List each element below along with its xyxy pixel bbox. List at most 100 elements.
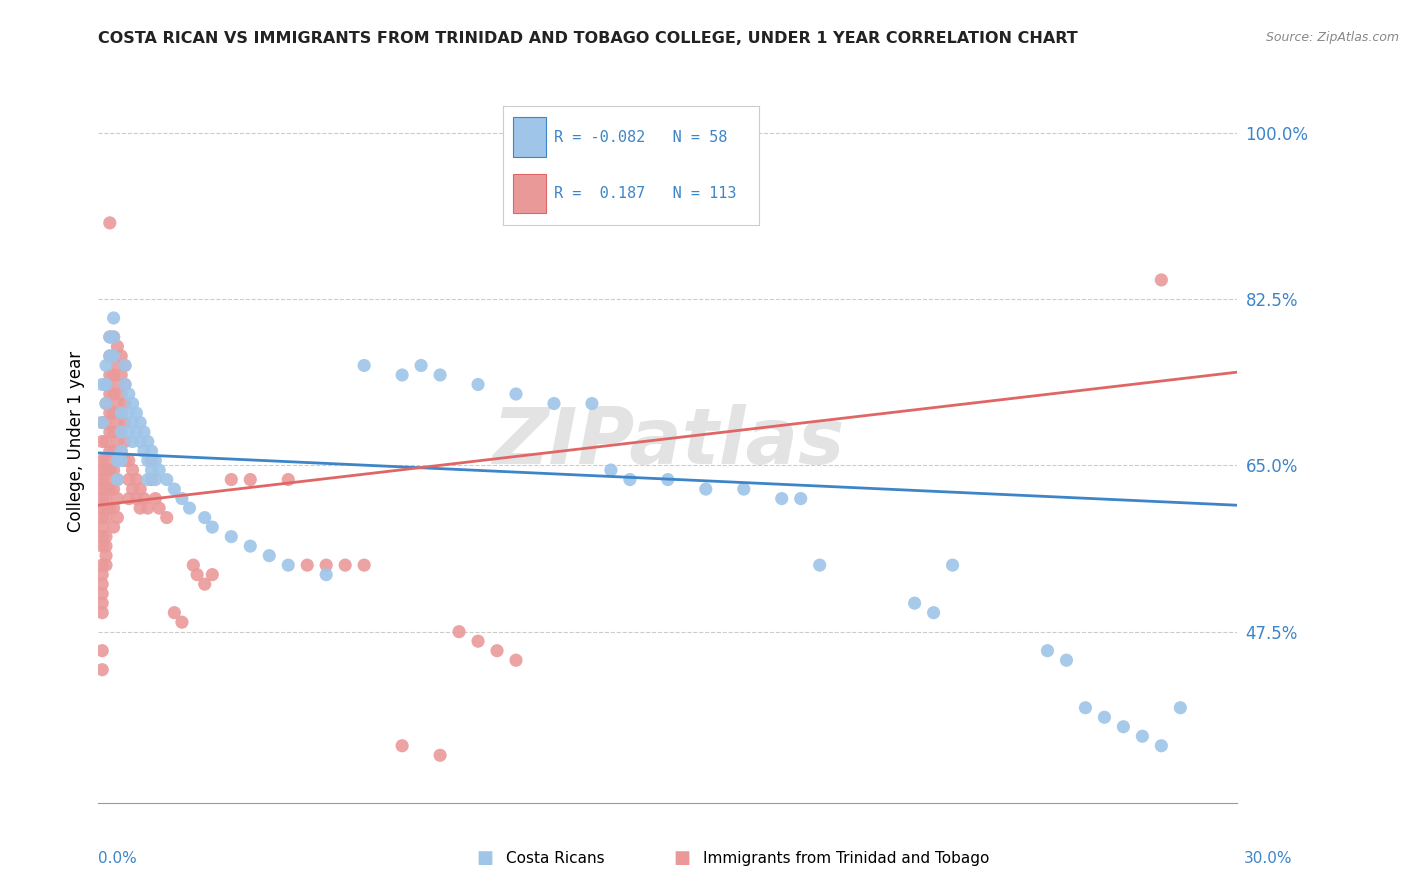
Point — [91, 606, 114, 620]
Point — [132, 444, 155, 458]
Point — [179, 501, 201, 516]
Text: ZIPatlas: ZIPatlas — [492, 403, 844, 480]
Point — [221, 473, 243, 487]
Point — [121, 396, 143, 410]
Point — [156, 510, 179, 524]
Point — [114, 453, 136, 467]
Point — [259, 549, 281, 563]
Text: Immigrants from Trinidad and Tobago: Immigrants from Trinidad and Tobago — [703, 851, 990, 865]
Text: Source: ZipAtlas.com: Source: ZipAtlas.com — [1265, 31, 1399, 45]
Point — [103, 330, 125, 344]
Point — [94, 530, 117, 544]
Text: Costa Ricans: Costa Ricans — [506, 851, 605, 865]
Point — [98, 501, 121, 516]
Point — [91, 453, 114, 467]
Point — [904, 596, 927, 610]
Point — [239, 539, 262, 553]
Point — [91, 530, 114, 544]
Point — [141, 453, 163, 467]
Point — [467, 377, 489, 392]
Point — [91, 567, 114, 582]
Point — [94, 377, 117, 392]
Text: COSTA RICAN VS IMMIGRANTS FROM TRINIDAD AND TOBAGO COLLEGE, UNDER 1 YEAR CORRELA: COSTA RICAN VS IMMIGRANTS FROM TRINIDAD … — [98, 31, 1078, 46]
Point — [94, 549, 117, 563]
Point — [170, 615, 193, 630]
Point — [429, 748, 451, 763]
Text: 0.0%: 0.0% — [98, 851, 138, 865]
Point — [94, 539, 117, 553]
Point — [132, 425, 155, 439]
Point — [107, 377, 129, 392]
Point — [103, 349, 125, 363]
Point — [107, 473, 129, 487]
Point — [98, 463, 121, 477]
Point — [201, 567, 224, 582]
Point — [91, 482, 114, 496]
Point — [91, 501, 114, 516]
Point — [1112, 720, 1135, 734]
Point — [103, 310, 125, 325]
Point — [121, 482, 143, 496]
Point — [201, 520, 224, 534]
Point — [505, 653, 527, 667]
Point — [107, 359, 129, 373]
Point — [114, 359, 136, 373]
Point — [114, 434, 136, 449]
Point — [94, 510, 117, 524]
Point — [94, 434, 117, 449]
Point — [103, 425, 125, 439]
Point — [118, 425, 141, 439]
Point — [1036, 643, 1059, 657]
Point — [163, 482, 186, 496]
Point — [353, 558, 375, 573]
Point — [94, 501, 117, 516]
Point — [335, 558, 357, 573]
Point — [94, 453, 117, 467]
Point — [657, 473, 679, 487]
Point — [145, 491, 167, 506]
Point — [94, 377, 117, 392]
Point — [141, 473, 163, 487]
Point — [98, 406, 121, 420]
Point — [186, 567, 208, 582]
Point — [505, 387, 527, 401]
Point — [107, 510, 129, 524]
Point — [194, 510, 217, 524]
Point — [125, 425, 148, 439]
Point — [297, 558, 319, 573]
Point — [107, 434, 129, 449]
Point — [136, 434, 159, 449]
Point — [94, 463, 117, 477]
Point — [103, 482, 125, 496]
Point — [114, 359, 136, 373]
Point — [110, 444, 132, 458]
Point — [790, 491, 813, 506]
Point — [391, 368, 413, 382]
Point — [91, 510, 114, 524]
Point — [107, 453, 129, 467]
Point — [98, 482, 121, 496]
Point — [107, 453, 129, 467]
Text: ■: ■ — [673, 849, 690, 867]
Point — [194, 577, 217, 591]
Point — [91, 416, 114, 430]
Point — [118, 473, 141, 487]
Point — [170, 491, 193, 506]
Point — [110, 387, 132, 401]
Point — [239, 473, 262, 487]
Point — [922, 606, 945, 620]
Point — [1132, 729, 1154, 743]
Point — [107, 473, 129, 487]
Point — [110, 406, 132, 420]
Point — [121, 416, 143, 430]
Point — [1056, 653, 1078, 667]
Point — [103, 368, 125, 382]
Point — [1150, 739, 1173, 753]
Point — [600, 463, 623, 477]
Point — [110, 425, 132, 439]
Point — [94, 491, 117, 506]
Point — [114, 396, 136, 410]
Point — [770, 491, 793, 506]
Point — [145, 453, 167, 467]
Point — [94, 396, 117, 410]
